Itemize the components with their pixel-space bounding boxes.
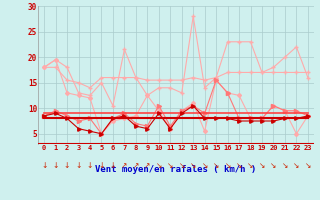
Text: ↓: ↓ — [41, 161, 47, 170]
Text: ↓: ↓ — [87, 161, 93, 170]
Text: ↘: ↘ — [305, 161, 311, 170]
Text: ↓: ↓ — [52, 161, 59, 170]
Text: ↓: ↓ — [64, 161, 70, 170]
Text: ↘: ↘ — [282, 161, 288, 170]
Text: ↗: ↗ — [133, 161, 139, 170]
Text: ↗: ↗ — [144, 161, 150, 170]
Text: ↘: ↘ — [190, 161, 196, 170]
Text: ↘: ↘ — [224, 161, 231, 170]
Text: ↘: ↘ — [179, 161, 185, 170]
Text: ↓: ↓ — [98, 161, 105, 170]
Text: ↘: ↘ — [236, 161, 242, 170]
Text: ↘: ↘ — [270, 161, 277, 170]
Text: ↘: ↘ — [259, 161, 265, 170]
Text: ↓: ↓ — [75, 161, 82, 170]
Text: ↘: ↘ — [156, 161, 162, 170]
Text: ↘: ↘ — [213, 161, 219, 170]
Text: ↗: ↗ — [121, 161, 128, 170]
Text: ↘: ↘ — [167, 161, 173, 170]
Text: ↘: ↘ — [247, 161, 254, 170]
Text: ↘: ↘ — [202, 161, 208, 170]
Text: ↓: ↓ — [110, 161, 116, 170]
Text: ↘: ↘ — [293, 161, 300, 170]
X-axis label: Vent moyen/en rafales ( km/h ): Vent moyen/en rafales ( km/h ) — [95, 165, 257, 174]
